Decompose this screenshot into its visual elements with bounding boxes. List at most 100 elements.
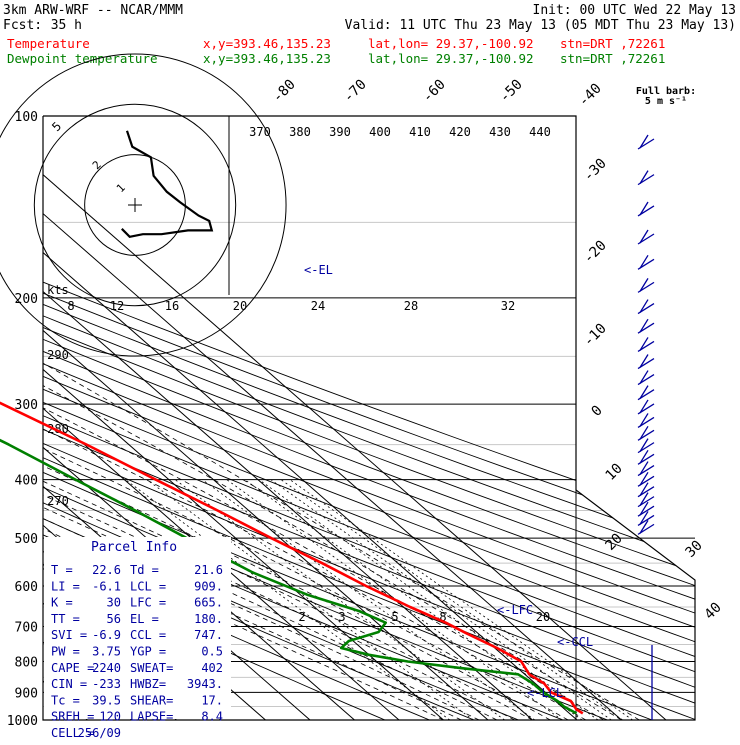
parcel-info-cell: YGP = xyxy=(130,645,166,659)
parcel-info-cell: 180. xyxy=(194,612,223,626)
dry-adiabat-line xyxy=(43,116,653,720)
theta-label: 380 xyxy=(289,125,311,139)
isotherm-label: 10 xyxy=(603,461,626,484)
hodograph-ring xyxy=(33,103,237,307)
isotherm-label: -10 xyxy=(581,321,610,350)
forecast-label: Fcst: xyxy=(3,18,42,33)
mixing-ratio-line xyxy=(174,479,505,720)
wind-barb xyxy=(637,354,655,370)
wind-barb-flag xyxy=(639,229,649,244)
parcel-info-cell: CELL = xyxy=(51,726,94,740)
wind-barb-flag xyxy=(639,413,649,427)
mixing-ratio-line xyxy=(280,479,623,720)
wind-barbs xyxy=(637,134,655,720)
barb-legend-line1: Full barb: xyxy=(636,86,696,97)
parcel-info-cell: 22.6 xyxy=(92,563,121,577)
parcel-info-cell: LAPSE= xyxy=(130,710,173,724)
dry-adiabat-line xyxy=(43,116,695,720)
wind-barb-flag xyxy=(639,438,649,452)
isotherm-line xyxy=(43,116,355,720)
isotherm-label: 0 xyxy=(589,403,606,420)
wind-barb xyxy=(637,134,655,150)
mixing-ratio-label: 16 xyxy=(165,299,179,313)
mixing-ratio-label: 8 xyxy=(67,299,74,313)
parcel-info-cell: 39.5 xyxy=(92,693,121,707)
theta-side-label: 290 xyxy=(47,348,69,362)
wind-barb xyxy=(637,450,655,465)
dry-adiabat-line xyxy=(43,116,695,720)
moist-adiabat-line xyxy=(43,297,604,720)
parcel-info-cell: 909. xyxy=(194,579,223,593)
pressure-tick-label: 300 xyxy=(15,398,38,413)
parcel-info-cell: 402 xyxy=(201,661,223,675)
wind-barb-flag xyxy=(639,170,649,184)
parcel-info-box: Parcel Info T = 22.6 Td = 21.6 LI = -6.1 LCL =… xyxy=(44,537,231,740)
legend-temperature-xy: x,y=393.46,135.23 xyxy=(203,36,331,51)
mixing-ratio-label: 12 xyxy=(110,299,124,313)
parcel-info-cell: 747. xyxy=(194,628,223,642)
pressure-tick-label: 400 xyxy=(15,474,38,489)
parcel-info-cell: LFC = xyxy=(130,596,166,610)
parcel-info-cell: Tc = xyxy=(51,693,80,707)
parcel-info-cell: -233 xyxy=(92,677,121,691)
wind-barb xyxy=(637,370,655,386)
model-title: 3km ARW-WRF -- NCAR/MMM xyxy=(3,3,183,18)
frame-layer xyxy=(42,115,696,721)
barb-legend-line2: 5 m s⁻¹ xyxy=(645,96,687,107)
parcel-info-cell: EL = xyxy=(130,612,159,626)
parcel-info-cell: 8.4 xyxy=(201,710,223,724)
wind-barb xyxy=(637,461,655,477)
parcel-info-cell: 17. xyxy=(201,693,223,707)
wind-barb xyxy=(637,426,655,441)
wind-barb xyxy=(637,482,655,498)
parcel-info-cell: 0.5 xyxy=(201,645,223,659)
wind-barb-flag xyxy=(639,201,649,216)
pressure-tick-label: 900 xyxy=(15,686,38,701)
dry-adiabat-line xyxy=(43,116,695,720)
isotherm-label: -60 xyxy=(420,77,449,106)
mixing-ratio-label: 2 xyxy=(298,610,305,624)
wind-barb xyxy=(637,511,655,526)
isotherm-line xyxy=(43,116,578,720)
parcel-info-cell: 665. xyxy=(194,596,223,610)
parcel-info-cell: K = xyxy=(51,596,73,610)
isotherm-line xyxy=(43,116,622,720)
isotherm-line xyxy=(43,116,400,720)
wind-barb-flag xyxy=(639,426,649,440)
wind-barb xyxy=(637,520,655,535)
wind-barb-flag xyxy=(639,385,649,399)
wind-barb xyxy=(637,299,655,315)
mixing-ratio-label: 24 xyxy=(311,299,325,313)
wind-barb xyxy=(637,229,655,245)
wind-barb xyxy=(637,438,655,454)
wind-barb xyxy=(637,501,655,517)
parcel-info-cell: CIN = xyxy=(51,677,87,691)
wind-barb xyxy=(637,385,655,401)
wind-barb-flag xyxy=(639,511,649,525)
parcel-info-cell: SHEAR= xyxy=(130,693,173,707)
mixing-ratio-label: 20 xyxy=(536,610,550,624)
wind-barb xyxy=(637,492,655,508)
dry-adiabat-line xyxy=(43,116,386,720)
wind-barb-flag xyxy=(639,318,649,333)
theta-label: 420 xyxy=(449,125,471,139)
wind-barb-flag xyxy=(639,450,649,464)
wind-barb xyxy=(637,278,655,293)
legend-temperature-name: Temperature xyxy=(7,36,90,51)
wind-barb-flag xyxy=(639,461,649,475)
theta-side-label: 270 xyxy=(47,494,69,508)
wind-barb-flag xyxy=(639,399,649,414)
dry-adiabat-line xyxy=(43,116,695,720)
wind-barb-flag xyxy=(639,471,649,486)
wind-barb-flag xyxy=(639,501,649,516)
wind-barb-flag xyxy=(639,337,649,351)
mixing-ratio-label: 20 xyxy=(233,299,247,313)
mixing-ratio-label: 28 xyxy=(404,299,418,313)
isotherm-label: -30 xyxy=(581,156,610,185)
theta-label: 410 xyxy=(409,125,431,139)
theta-label: 440 xyxy=(529,125,551,139)
legend-dewpoint-xy: x,y=393.46,135.23 xyxy=(203,51,331,66)
dry-adiabat-line xyxy=(43,116,695,720)
